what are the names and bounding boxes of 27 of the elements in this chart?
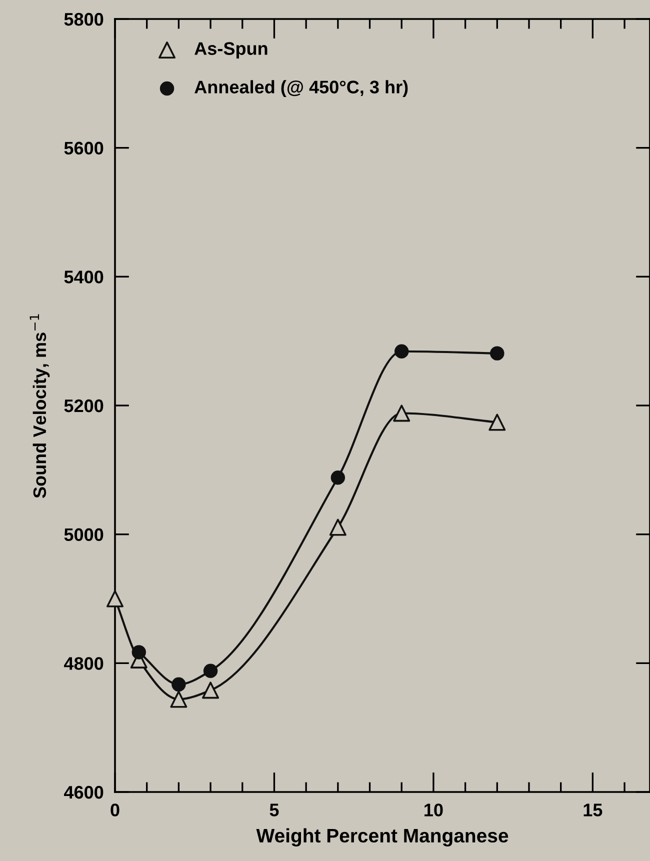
point (490, 346, 504, 360)
y-tick-label: 5800 (64, 12, 104, 26)
y-tick-label: 5400 (64, 270, 104, 284)
point (393, 404, 410, 422)
legend-label: Annealed (@ 450°C, 3 hr) (194, 80, 408, 98)
y-tick-label: 4800 (64, 657, 104, 670)
x-tick-label: 10 (424, 804, 443, 816)
y-tick-label: 5200 (64, 399, 104, 412)
point (394, 344, 409, 359)
point (202, 682, 220, 699)
point (170, 690, 188, 708)
x-tick-label: 15 (584, 804, 602, 816)
point (329, 518, 346, 536)
y-axis-title: Sound Velocity, ms$^{−1}$ (30, 314, 50, 498)
point (132, 645, 146, 660)
point (106, 590, 124, 608)
x-tick-label: 0 (110, 804, 120, 816)
x-axis-title: Weight Percent Manganese (256, 828, 508, 846)
y-tick-label: 5600 (64, 142, 104, 155)
point (203, 664, 218, 678)
y-tick-label: 5000 (64, 528, 104, 542)
x-tick-label: 5 (270, 804, 279, 816)
legend-label: As-Spun (194, 42, 268, 59)
point (330, 470, 346, 485)
point (172, 677, 186, 692)
y-tick-label: 4600 (64, 786, 104, 799)
point (488, 414, 506, 431)
